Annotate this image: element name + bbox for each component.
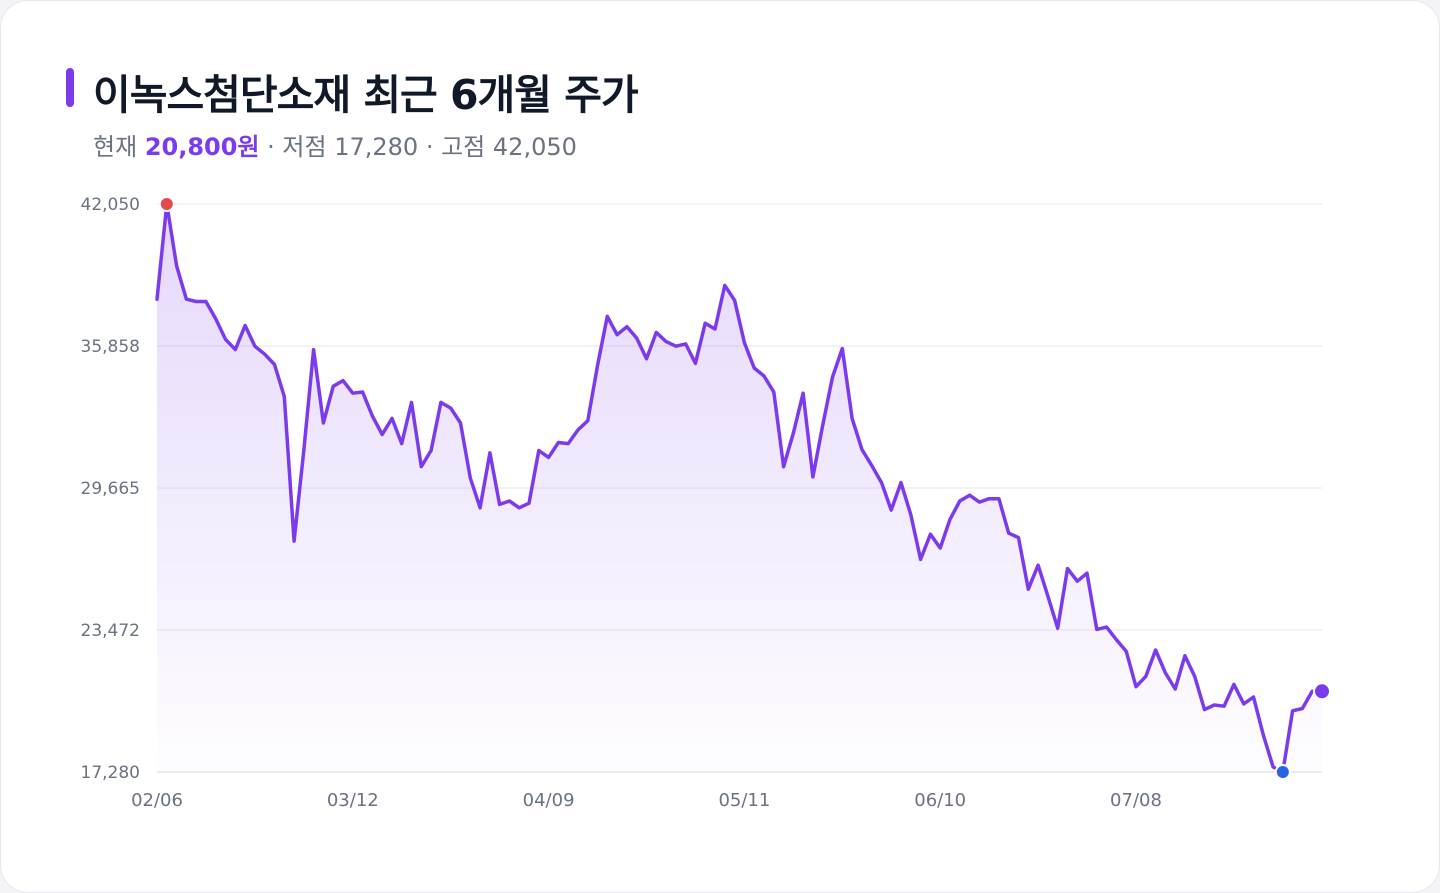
y-tick-label: 23,472: [81, 621, 140, 641]
current-marker: [1313, 682, 1331, 701]
y-tick-label: 42,050: [81, 195, 140, 215]
low-marker: [1274, 764, 1291, 780]
high-label: · 고점: [425, 133, 486, 161]
x-tick-label: 06/10: [914, 790, 966, 811]
price-area: [157, 204, 1322, 772]
x-tick-label: 03/12: [327, 790, 379, 811]
x-tick-label: 02/06: [131, 790, 183, 811]
x-tick-label: 07/08: [1110, 790, 1162, 811]
y-tick-label: 17,280: [81, 763, 140, 783]
low-price: 17,280: [334, 133, 419, 161]
x-tick-label: 05/11: [718, 790, 770, 811]
high-price: 42,050: [492, 133, 577, 161]
low-label: · 저점: [267, 133, 327, 161]
y-tick-label: 29,665: [81, 479, 140, 499]
x-tick-label: 04/09: [523, 790, 575, 811]
title-accent-bar: [66, 68, 74, 107]
y-tick-label: 35,858: [81, 337, 140, 357]
price-line: [155, 202, 1324, 774]
high-marker: [158, 196, 175, 212]
current-label: 현재: [93, 133, 138, 161]
price-summary: 현재 20,800원 · 저점 17,280 · 고점 42,050: [93, 127, 577, 162]
chart-title: 이녹스첨단소재 최근 6개월 주가: [93, 71, 639, 119]
current-price: 20,800원: [144, 133, 260, 161]
